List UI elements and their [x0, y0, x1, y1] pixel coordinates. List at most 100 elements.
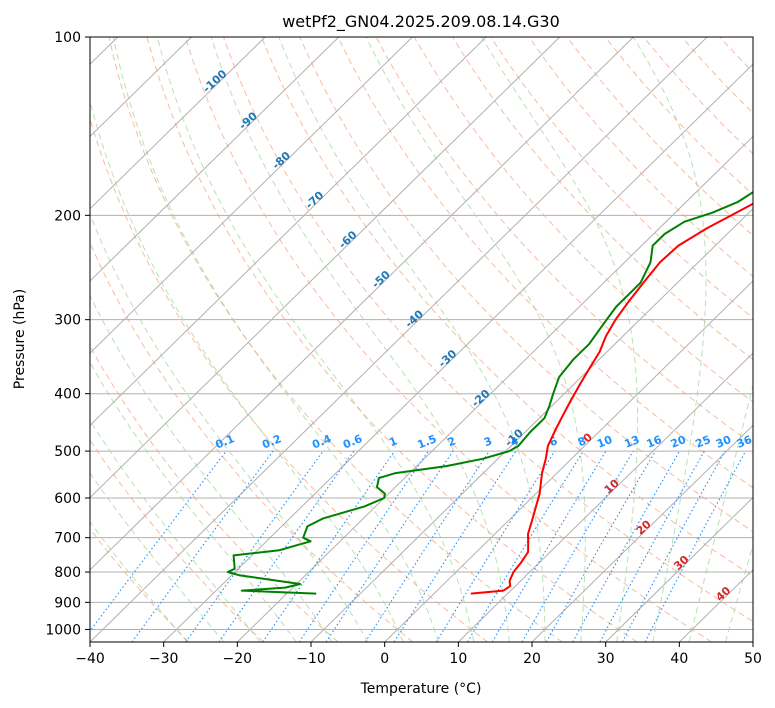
mixing-ratio-line [262, 450, 395, 642]
mixing-ratio-line [435, 450, 556, 642]
x-tick-label: −10 [296, 651, 326, 667]
mixing-ratio-line [131, 450, 274, 642]
mixing-ratio-label: 1 [387, 434, 399, 449]
dry-adiabat [222, 37, 753, 623]
mixing-ratio-label: 10 [595, 433, 614, 451]
dry-adiabat [413, 37, 753, 403]
dry-adiabat [90, 116, 488, 642]
moist-adiabat [90, 521, 188, 642]
dry-adiabat [452, 37, 753, 361]
mixing-ratio-line [90, 450, 227, 632]
mixing-ratio-label: 8 [576, 434, 588, 449]
moist-adiabat [90, 294, 333, 642]
mixing-ratio-line [393, 450, 517, 642]
moist-adiabat [90, 99, 404, 642]
mixing-ratio-line [572, 450, 681, 642]
x-tick-label: 10 [449, 651, 467, 667]
dry-adiabat [184, 37, 712, 642]
mixing-ratio-label: 16 [645, 433, 664, 451]
dry-adiabat [261, 37, 753, 577]
mixing-ratio-label: 13 [622, 433, 641, 451]
isotherm-line [236, 135, 753, 642]
isotherm-line [90, 37, 634, 571]
chart-title: wetPf2_GN04.2025.209.08.14.G30 [282, 12, 560, 32]
dry-adiabat [490, 37, 753, 319]
mixing-ratio-line [621, 450, 726, 642]
isotherm-line [90, 37, 340, 282]
dry-adiabat [146, 37, 638, 642]
dry-adiabat [108, 37, 563, 642]
isotherm-gridlines [90, 37, 753, 642]
isotherm-line [90, 37, 266, 210]
dry-adiabat [90, 241, 414, 642]
mixing-ratio-line [325, 450, 454, 642]
x-tick-label: −40 [75, 651, 105, 667]
y-tick-label: 300 [54, 313, 81, 329]
isotherm-line [384, 280, 753, 642]
plot-area: 0.1 0.2 0.4 0.6 1 1.5 2 3 4 6 8 10 13 16 20 25 30 36-100-… [90, 37, 754, 642]
moist-adiabat [278, 37, 546, 642]
y-tick-label: 100 [54, 30, 81, 46]
y-tick-label: 600 [54, 491, 81, 507]
mixing-ratio-label: 20 [669, 433, 688, 451]
mixing-ratio-line [467, 450, 584, 642]
x-tick-label: 0 [380, 651, 389, 667]
isotherm-line [605, 496, 753, 642]
moist-adiabat [90, 472, 225, 642]
moist-adiabat [688, 382, 753, 642]
x-tick-label: 20 [523, 651, 541, 667]
y-tick-label: 200 [54, 208, 81, 224]
y-tick-label: 500 [54, 444, 81, 460]
x-tick-label: 30 [597, 651, 615, 667]
mixing-ratio-label: 30 [714, 433, 733, 451]
x-axis-title: Temperature (°C) [360, 681, 482, 697]
dewpoint-series-line [226, 190, 753, 595]
mixing-ratio-line [298, 450, 429, 642]
mixing-ratio-label: 25 [694, 433, 713, 451]
x-axis-ticks: −40 −30 −20 −10 0 10 20 30 40 50 [75, 642, 762, 667]
isotherm-line [457, 352, 753, 642]
x-tick-label: 50 [744, 651, 762, 667]
mixing-ratio-label: 36 [735, 433, 754, 451]
dry-adiabat [337, 37, 753, 489]
moist-adiabat [632, 37, 707, 642]
moist-adiabat [725, 543, 753, 642]
mixing-ratio-line [218, 450, 355, 642]
isotherm-line [531, 424, 753, 642]
x-tick-label: −20 [223, 651, 253, 667]
dry-adiabat [375, 37, 753, 446]
isotherm-line [310, 207, 753, 642]
mixing-ratio-line [364, 450, 490, 642]
mixing-ratio-lines [90, 450, 747, 642]
y-tick-label: 700 [54, 531, 81, 547]
y-tick-label: 1000 [45, 622, 81, 638]
moist-adiabat [90, 361, 297, 642]
y-tick-label: 900 [54, 595, 81, 611]
dry-adiabat [90, 345, 339, 642]
moist-adiabat [156, 37, 475, 642]
moist-adiabat [112, 37, 439, 642]
y-tick-label: 800 [54, 565, 81, 581]
moist-adiabat [210, 37, 510, 642]
moist-adiabat [90, 212, 369, 642]
y-axis-title: Pressure (hPa) [12, 289, 28, 389]
temperature-series-line [470, 202, 753, 595]
x-tick-label: 40 [670, 651, 688, 667]
isotherm-line [90, 37, 413, 354]
series-lines [226, 190, 753, 595]
mixing-ratio-label: 2 [446, 434, 458, 449]
isotherm-line [90, 37, 561, 499]
moist-adiabats [90, 37, 753, 642]
moist-adiabat [481, 37, 638, 642]
moist-adiabat [365, 37, 586, 642]
isotherm-line [163, 63, 753, 642]
x-tick-label: −30 [149, 651, 179, 667]
y-tick-label: 400 [54, 387, 81, 403]
moist-adiabat [90, 419, 261, 642]
dry-adiabat [90, 439, 264, 642]
isotherm-line [90, 37, 487, 427]
mixing-ratio-line [599, 450, 705, 642]
mixing-ratio-line [185, 450, 324, 642]
